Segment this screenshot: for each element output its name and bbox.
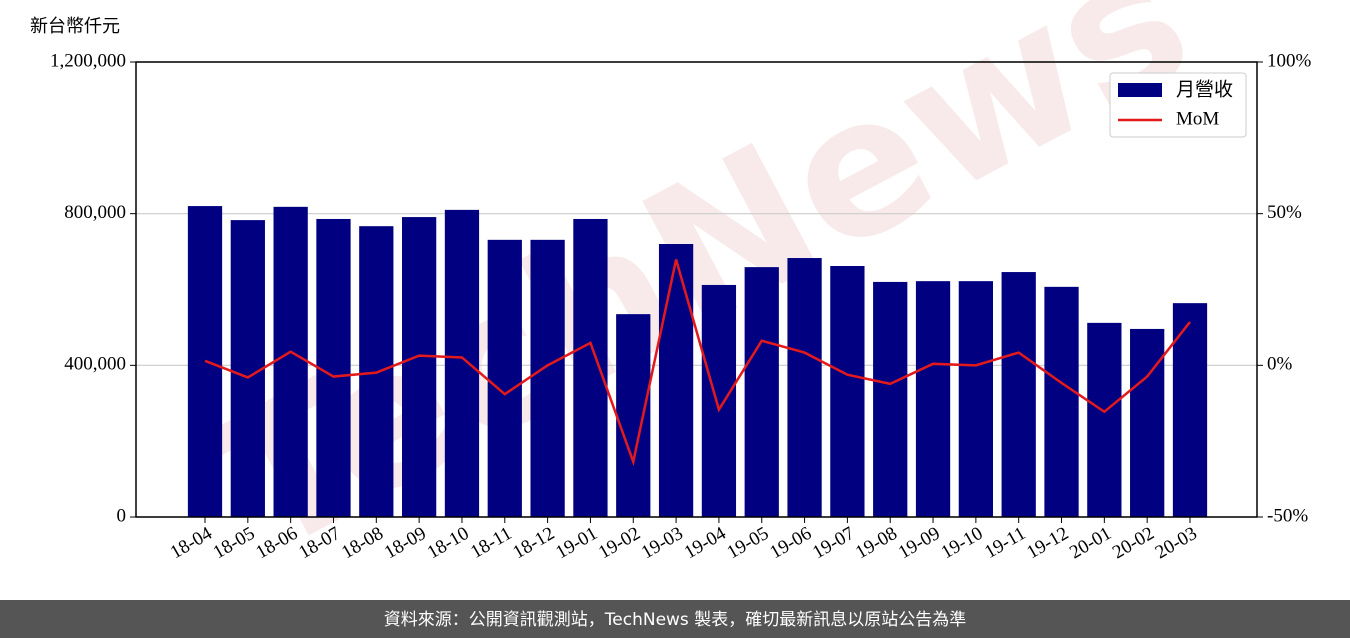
x-tick-label: 19-06: [766, 523, 815, 563]
bar: [316, 218, 351, 517]
bar: [701, 284, 737, 517]
x-tick-label: 19-04: [681, 523, 730, 564]
bar: [530, 239, 565, 517]
source-note: 資料來源：公開資訊觀測站，TechNews 製表，確切最新訊息以原站公告為準: [384, 610, 966, 630]
bar: [1172, 303, 1208, 517]
legend-label: MoM: [1176, 108, 1219, 129]
x-tick-label: 18-10: [424, 523, 473, 563]
x-tick-label: 19-07: [809, 523, 858, 563]
bar: [958, 281, 993, 517]
bar: [1130, 328, 1165, 517]
bar: [1001, 272, 1036, 517]
y-tick-label: 1,200,000: [50, 50, 126, 71]
x-tick-label: 19-05: [724, 523, 773, 563]
x-tick-label: 20-02: [1109, 523, 1158, 563]
y2-tick-label: -50%: [1267, 505, 1308, 526]
y2-tick-label: 0%: [1267, 354, 1293, 375]
x-tick-label: 19-01: [552, 523, 601, 563]
bar: [616, 314, 651, 517]
x-tick-label: 18-04: [167, 523, 216, 564]
x-tick-label: 19-03: [638, 523, 687, 563]
bar: [444, 209, 480, 517]
footer: [0, 600, 1350, 638]
bar: [402, 217, 437, 517]
bar: [658, 244, 694, 517]
bar: [573, 218, 608, 517]
bar: [873, 281, 908, 517]
x-tick-label: 19-12: [1023, 523, 1072, 563]
y2-tick-label: 100%: [1267, 50, 1312, 71]
x-tick-label: 18-05: [210, 523, 259, 563]
plot-frame: [135, 61, 1258, 518]
bar: [915, 281, 951, 517]
x-tick-label: 20-03: [1152, 523, 1201, 563]
y2-tick-label: 50%: [1267, 202, 1302, 223]
bar: [273, 206, 308, 517]
line: [204, 259, 1191, 467]
bar: [230, 220, 265, 518]
x-tick-label: 19-11: [981, 523, 1029, 563]
x-tick-label: 19-10: [938, 523, 987, 563]
x-tick-label: 18-11: [467, 523, 515, 563]
bar: [830, 265, 865, 517]
bar: [487, 239, 522, 517]
y-axis-label: 新台幣仟元: [30, 16, 120, 37]
x-tick-label: 19-08: [852, 523, 901, 563]
x-tick-label: 19-02: [595, 523, 644, 563]
bar: [787, 258, 822, 517]
bar: [1044, 286, 1079, 517]
legend-label: 月營收: [1176, 79, 1233, 101]
y-tick-label: 0: [117, 505, 127, 526]
bar: [744, 267, 779, 517]
x-tick-label: 19-09: [895, 523, 944, 563]
x-tick-label: 20-01: [1066, 523, 1115, 563]
legend-swatch: [1118, 83, 1162, 97]
y-tick-label: 400,000: [64, 354, 126, 375]
x-tick-label: 18-12: [509, 523, 558, 563]
bar: [1087, 322, 1122, 517]
y-tick-label: 800,000: [64, 202, 126, 223]
